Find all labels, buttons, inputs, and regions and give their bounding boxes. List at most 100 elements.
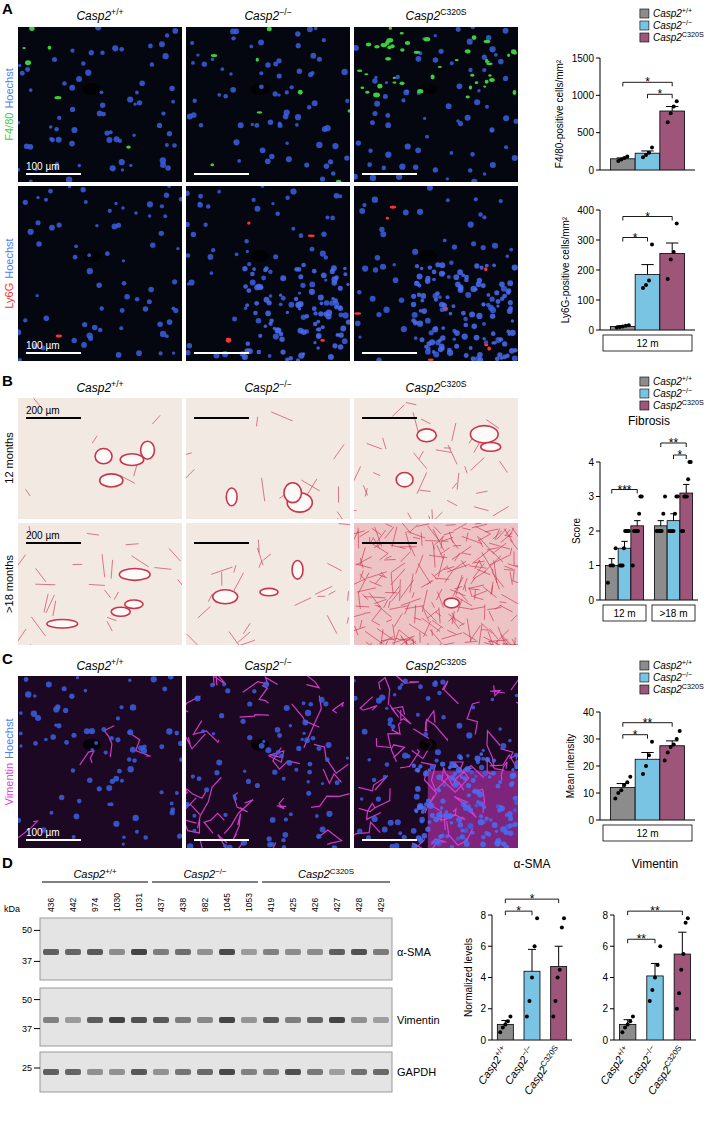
nucleus [342,338,348,344]
blot-strip [40,988,392,1046]
band [131,1069,147,1075]
nucleus [29,88,33,92]
nucleus [74,814,80,820]
nucleus [420,267,423,270]
point [672,105,676,109]
nucleus [242,354,248,360]
nucleus [375,255,380,260]
nucleus [255,206,261,212]
vessel [251,83,269,95]
nucleus [324,300,330,306]
nucleus [441,271,444,274]
stain [360,86,364,89]
nucleus [18,818,21,823]
nucleus [237,159,241,163]
filament [204,813,224,833]
band [175,949,191,955]
nucleus [301,329,307,335]
band [241,1069,257,1075]
nucleus [343,272,347,276]
nucleus [332,845,336,848]
nucleus [268,119,273,124]
nucleus [471,179,477,182]
nucleus [211,58,215,62]
nucleus [132,758,137,763]
nucleus [245,303,249,307]
nucleus [109,130,113,134]
nucleus [186,350,191,355]
y-tick [596,600,600,601]
point [672,529,676,533]
fiber [422,606,437,621]
point [527,999,531,1003]
nucleus [370,120,375,125]
nucleus [469,311,475,317]
micrograph-bg [18,676,182,848]
panel-letter: C [2,650,13,667]
nucleus [508,816,513,821]
point [560,926,564,930]
band [263,1069,279,1075]
point [498,1030,502,1034]
nucleus [265,311,271,317]
stain [210,163,214,166]
fiber [347,617,349,623]
nucleus [513,808,517,812]
channel: Ly6G [3,283,15,309]
scale-label: 200 µm [26,405,60,416]
fiber [372,608,382,621]
nucleus [385,707,388,710]
nucleus [85,70,91,76]
nucleus [321,231,326,236]
point [666,120,670,124]
legend-label: Casp2C320S [653,30,704,43]
nucleus [510,773,516,779]
allele: C320S [440,7,467,17]
point [672,742,676,746]
nucleus [372,78,377,83]
band [219,1017,235,1023]
legend-swatch [640,673,649,682]
nucleus [240,719,245,724]
y-tick [596,132,600,133]
chart-title: Fibrosis [628,414,670,428]
bar [631,526,644,600]
nucleus [277,73,282,78]
point [673,512,677,516]
fiber [169,548,181,561]
nucleus [342,312,348,318]
channel: F4/80 [3,113,15,141]
nucleus [512,822,517,827]
point [606,581,610,585]
point [669,111,673,115]
nucleus [331,171,336,176]
gene: Casp2 [653,388,682,399]
nucleus [449,151,453,155]
channel: Hoechst [3,68,15,108]
nucleus [71,733,76,738]
nucleus [499,337,503,341]
nucleus [370,296,376,302]
nucleus [136,350,142,356]
bar [635,275,660,331]
nucleus [439,302,445,308]
point [503,1022,507,1026]
fiber [360,547,365,565]
fiber [18,629,26,641]
nucleus [482,749,485,752]
nucleus [457,723,463,729]
nucleus [295,31,300,36]
fiber [414,618,422,621]
point [619,788,623,792]
band [131,1017,147,1023]
vessel [119,568,150,580]
nucleus [119,326,123,330]
nucleus [440,806,444,810]
nucleus [481,835,485,839]
nucleus [357,829,362,834]
point [669,258,673,262]
nucleus [418,684,423,689]
nucleus [453,764,457,768]
nucleus [490,129,493,132]
nucleus [141,748,147,754]
